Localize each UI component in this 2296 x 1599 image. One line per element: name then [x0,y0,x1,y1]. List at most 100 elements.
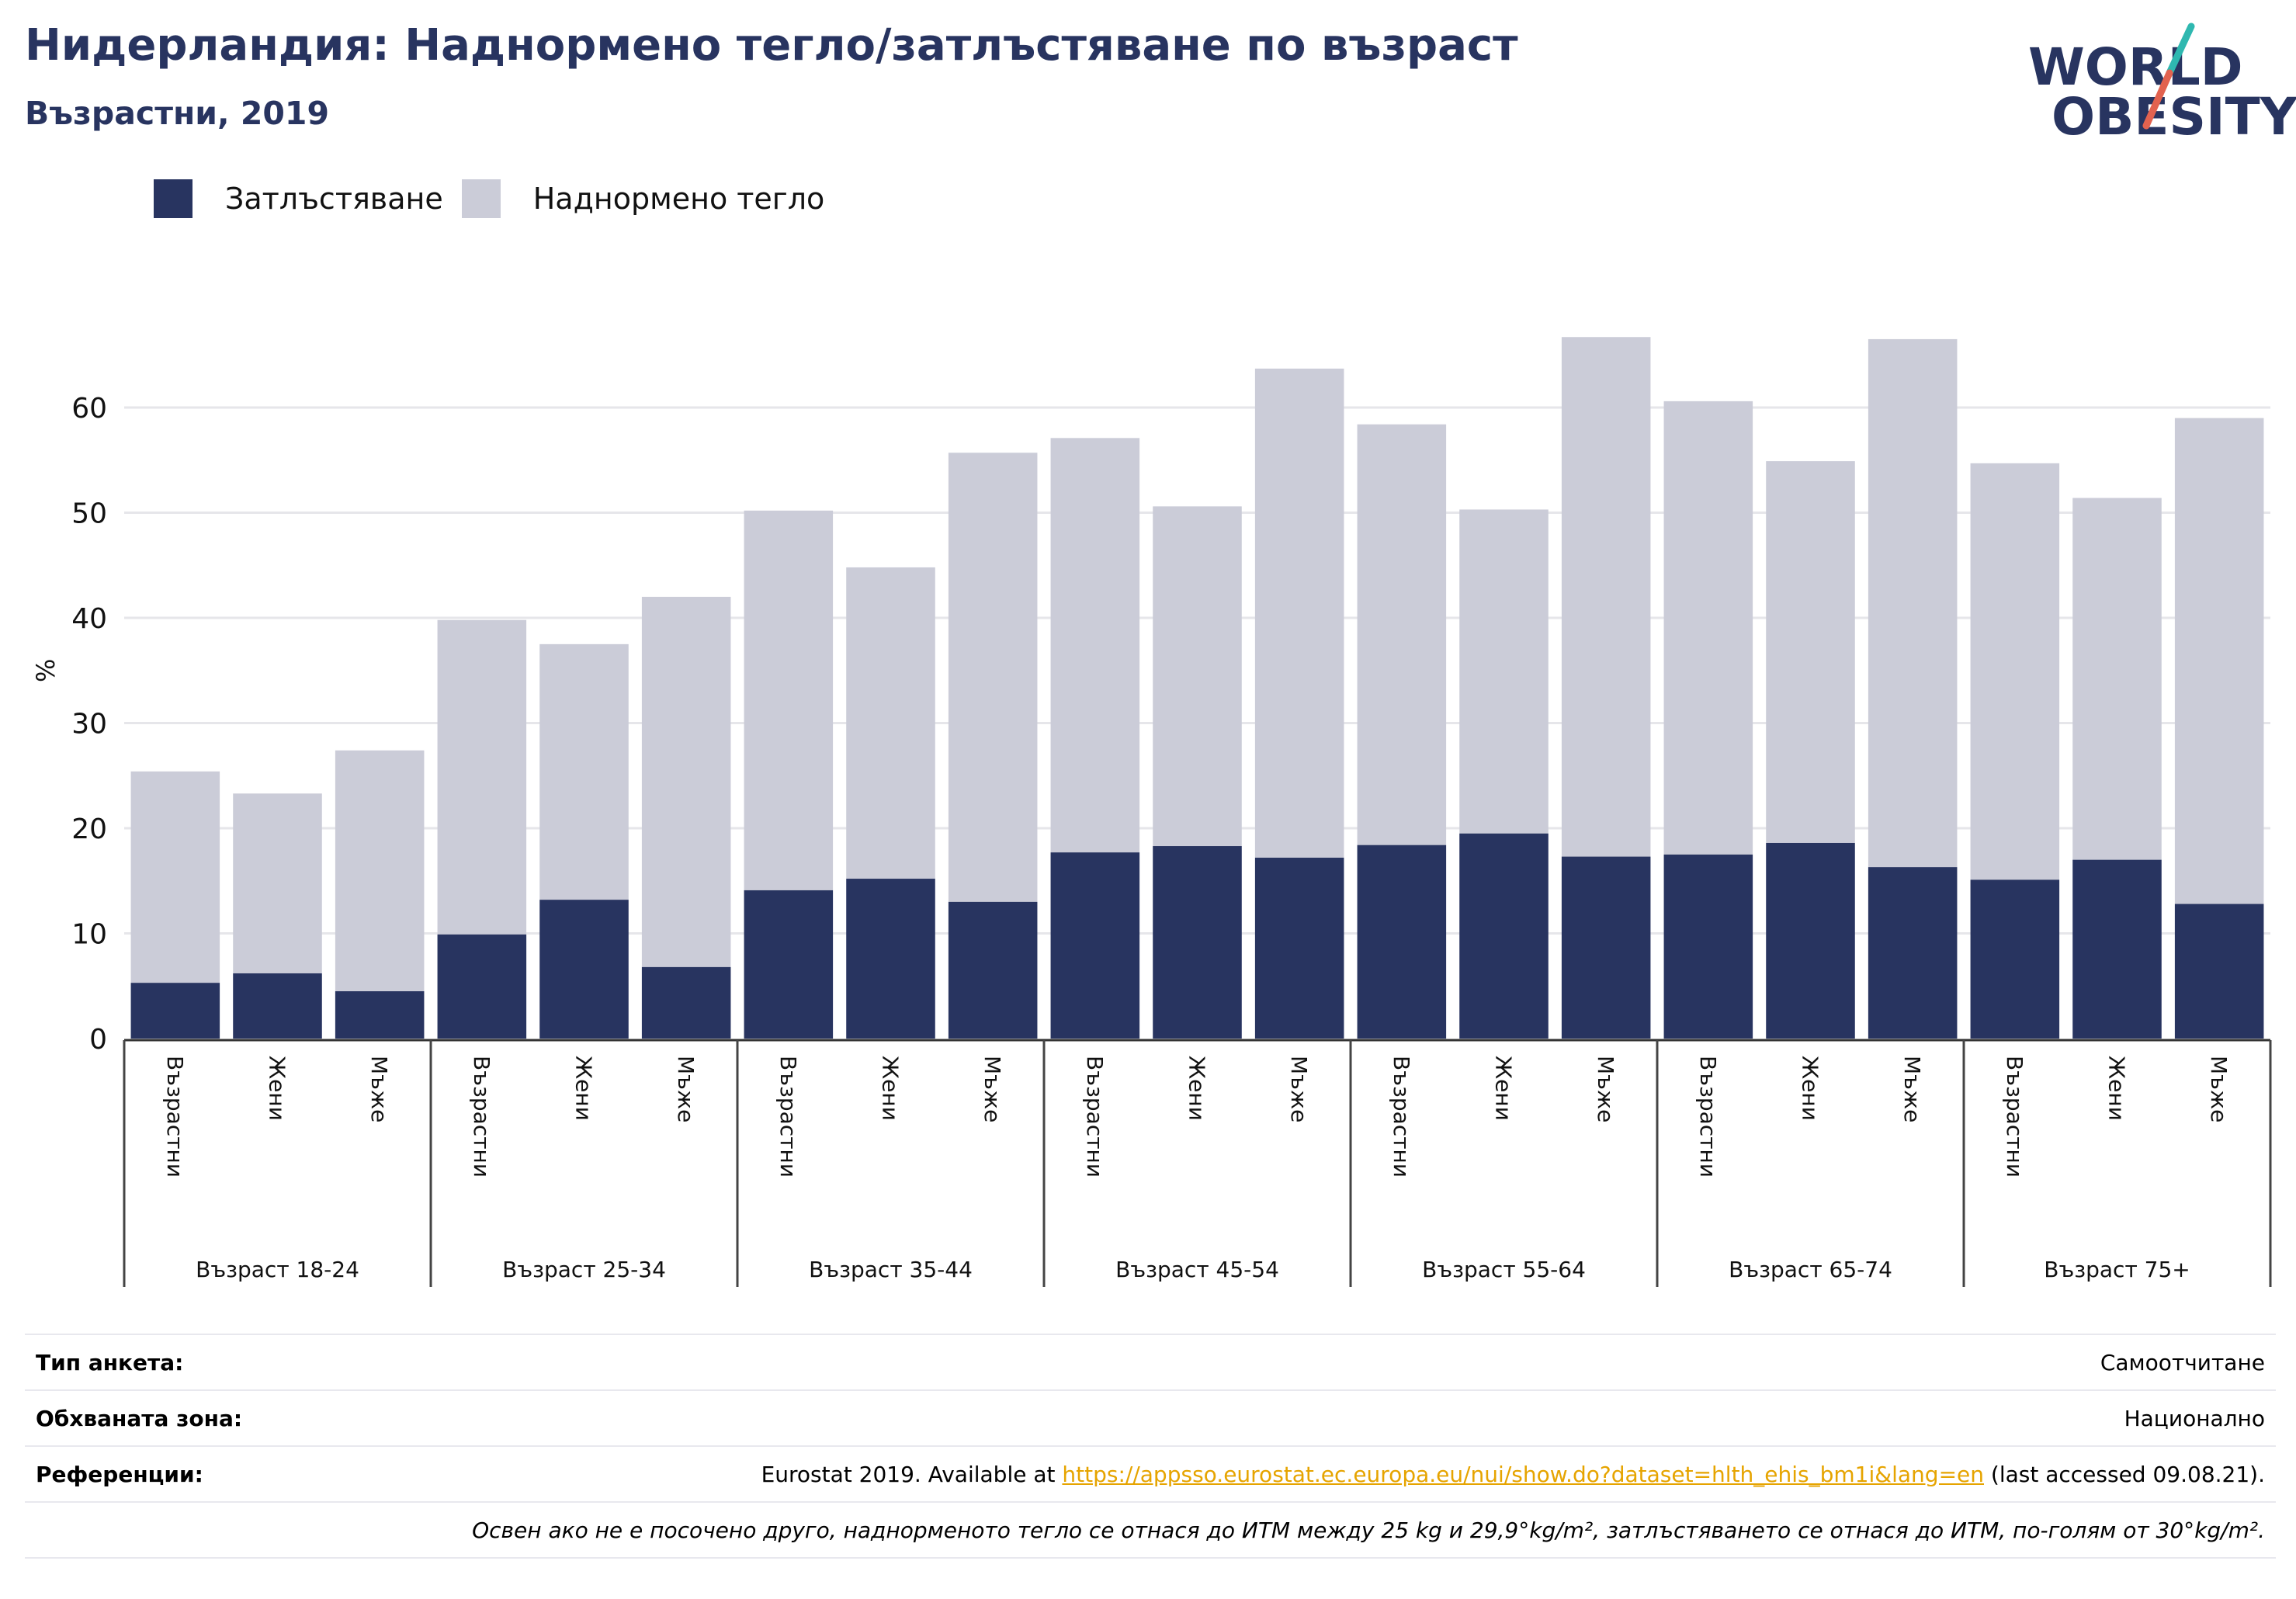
x-subcategory-label: Жени [265,1056,290,1121]
x-subcategory-label: Мъже [1899,1056,1925,1122]
y-tick-label: 40 [71,603,107,635]
footer-row-area: Обхваната зона: Национално [25,1389,2276,1445]
chart-legend: Затлъстяване Наднормено тегло [154,177,843,220]
bar-overweight [2174,418,2264,904]
x-subcategory-label: Мъже [1593,1056,1618,1122]
bar-obesity [641,966,731,1039]
legend-swatch-overweight [461,179,501,218]
bar-overweight [1970,463,2060,880]
x-group-label: Възраст 65-74 [1729,1257,1892,1282]
bar-obesity [1970,879,2060,1039]
x-subcategory-label: Възрастни [162,1056,188,1178]
bar-obesity [948,901,1038,1039]
x-subcategory-label: Възрастни [2002,1056,2027,1178]
y-tick-label: 30 [71,709,107,741]
bar-overweight [335,750,425,992]
x-subcategory-label: Мъже [1286,1056,1312,1122]
bmi-definition-note: Освен ако не е посочено друго, наднормен… [472,1517,2265,1543]
y-axis-label: % [31,659,61,682]
legend-item-obesity: Затлъстяване [154,179,443,218]
bar-obesity [1561,856,1651,1039]
bar-obesity [539,900,629,1039]
x-group-label: Възраст 55-64 [1422,1257,1586,1282]
bar-overweight [744,510,834,890]
bar-obesity [1153,846,1242,1039]
bar-overweight [130,771,220,983]
footer-row-references: Референции: Eurostat 2019. Available at … [25,1445,2276,1501]
bar-overweight [1459,509,1549,834]
chart-subtitle: Възрастни, 2019 [25,95,329,132]
footer-row-survey: Тип анкета: Самоотчитане [25,1334,2276,1389]
bar-overweight [1868,338,1958,868]
x-subcategory-label: Възрастни [775,1056,801,1178]
bar-obesity [130,983,220,1039]
bar-overweight [437,619,527,935]
bar-obesity [1868,867,1958,1039]
bar-overweight [1153,506,1242,847]
x-subcategory-label: Възрастни [1389,1056,1414,1178]
bar-obesity [1459,833,1549,1039]
legend-label-obesity: Затлъстяване [225,182,443,216]
x-subcategory-label: Жени [1491,1056,1517,1121]
bar-obesity [2174,904,2264,1039]
bar-overweight [1357,424,1447,845]
bar-overweight [948,453,1038,902]
x-subcategory-label: Жени [571,1056,597,1121]
world-obesity-logo: WORLD OBESITY [2022,22,2296,161]
logo-line-2: OBESITY [2051,87,2296,147]
bar-overweight [1254,368,1344,858]
x-subcategory-label: Жени [2104,1056,2130,1121]
x-subcategory-label: Възрастни [469,1056,494,1178]
x-group-label: Възраст 35-44 [809,1257,973,1282]
logo-slash-icon [2142,23,2195,130]
bar-overweight [1766,461,1855,843]
bar-obesity [1050,852,1140,1039]
y-tick-label: 20 [71,813,107,845]
y-tick-label: 0 [89,1024,107,1056]
legend-label-overweight: Наднормено тегло [532,182,825,216]
bar-obesity [2072,859,2162,1039]
coverage-area-value: Национално [2124,1405,2265,1431]
bar-obesity [335,991,425,1039]
references-prefix: Eurostat 2019. Available at [761,1461,1063,1487]
bar-overweight [1050,438,1140,853]
legend-swatch-obesity [154,179,192,218]
x-subcategory-label: Мъже [673,1056,699,1122]
stacked-bar-chart: 0 10 20 30 40 50 60% Възрастни Жени Мъже Възрастни… [31,337,2272,1287]
survey-type-label: Тип анкета: [36,1349,184,1375]
bar-overweight [846,567,935,879]
bar-obesity [744,890,834,1039]
x-subcategory-label: Мъже [2206,1056,2232,1122]
bar-overweight [539,643,629,900]
references-suffix: (last accessed 09.08.21). [1984,1461,2265,1487]
bar-obesity [1357,845,1447,1039]
y-tick-label: 50 [71,498,107,530]
chart-footer: Тип анкета: Самоотчитане Обхваната зона:… [25,1334,2276,1559]
logo-line-1: WORLD [2028,37,2243,97]
x-subcategory-label: Възрастни [1082,1056,1108,1178]
x-subcategory-label: Жени [1184,1056,1210,1121]
bar-obesity [1766,842,1855,1039]
bar-obesity [233,973,322,1039]
bar-overweight [1663,401,1753,855]
chart-title: Нидерландия: Наднормено тегло/затлъстява… [25,20,1518,71]
x-subcategory-label: Мъже [980,1056,1005,1122]
x-subcategory-label: Мъже [366,1056,392,1122]
bar-overweight [233,793,322,973]
x-subcategory-label: Възрастни [1695,1056,1721,1178]
bar-obesity [846,879,935,1039]
bar-obesity [1663,854,1753,1039]
x-subcategory-label: Жени [1798,1056,1823,1121]
bar-obesity [437,934,527,1039]
y-tick-label: 60 [71,393,107,425]
bar-obesity [1254,857,1344,1039]
x-group-label: Възраст 45-54 [1115,1257,1279,1282]
references-value: Eurostat 2019. Available at https://apps… [761,1462,2276,1487]
x-group-label: Възраст 25-34 [502,1257,666,1282]
x-subcategory-label: Жени [878,1056,903,1121]
footer-row-note: Освен ако не е посочено друго, наднормен… [25,1501,2276,1559]
references-label: Референции: [36,1461,203,1487]
legend-item-overweight: Наднормено тегло [461,179,825,218]
bar-overweight [641,596,731,967]
references-link[interactable]: https://appsso.eurostat.ec.europa.eu/nui… [1062,1461,1984,1487]
